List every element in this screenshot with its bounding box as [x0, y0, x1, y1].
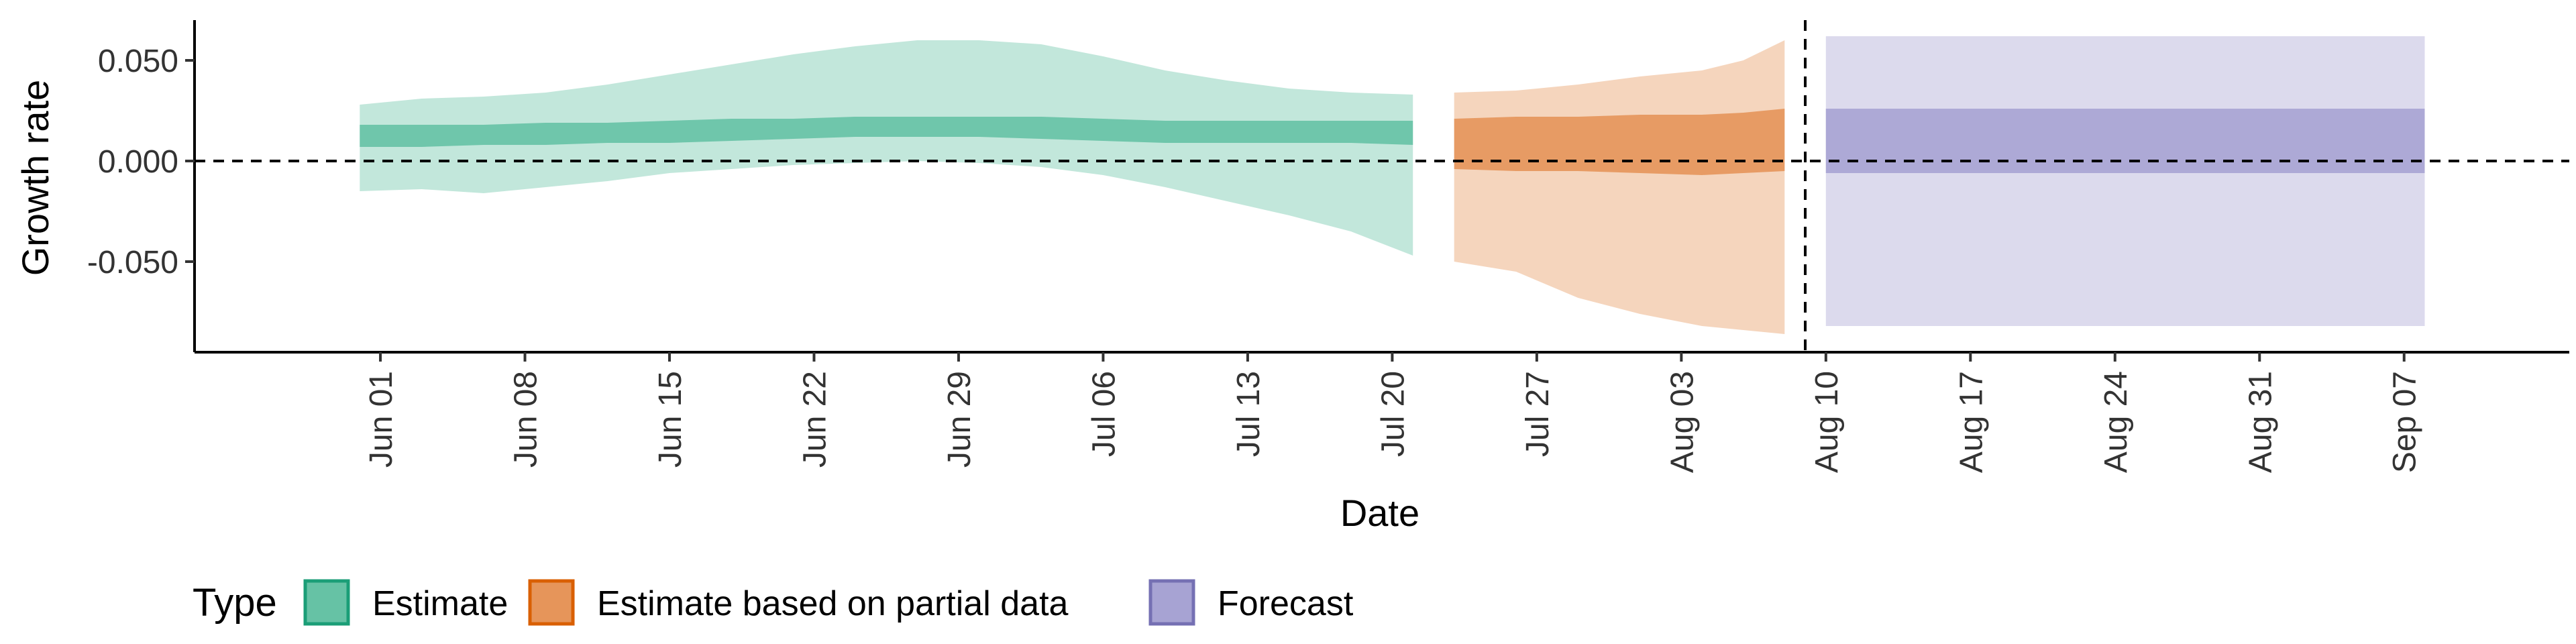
forecast-inner-band: [1825, 109, 2425, 173]
x-tick-label: Jul 06: [1086, 371, 1122, 457]
x-axis-ticks: Jun 01 Jun 08 Jun 15 Jun 22 Jun 29 Jul 06 Jul …: [364, 352, 2423, 473]
legend-title: Type: [193, 581, 277, 625]
ribbon-bands: [360, 36, 2425, 334]
x-tick-label: Aug 10: [1809, 371, 1845, 473]
x-tick-label: Jun 29: [942, 371, 977, 468]
y-tick-label: 0.000: [98, 144, 178, 180]
estimate-based-on-partial-data-inner-band: [1454, 109, 1785, 175]
legend-key-forecast: [1148, 579, 1195, 626]
axes: [193, 20, 2569, 354]
x-tick-label: Jun 15: [653, 371, 688, 468]
legend-label-estimate-based-on-partial-data: Estimate based on partial data: [597, 584, 1069, 623]
y-tick-label: 0.050: [98, 44, 178, 79]
estimate-inner-band: [360, 117, 1413, 147]
legend-key-estimate-based-on-partial-data: [528, 579, 575, 626]
x-tick-label: Aug 24: [2098, 371, 2134, 473]
forecast-outer-band: [1825, 36, 2425, 326]
y-tick-label: -0.050: [87, 245, 178, 280]
reference-lines: [195, 20, 2569, 352]
x-tick-label: Jun 08: [508, 371, 544, 468]
x-axis-title: Date: [1340, 492, 1419, 534]
x-tick-label: Sep 07: [2387, 371, 2423, 473]
x-tick-label: Jun 22: [798, 371, 833, 468]
legend-label-forecast: Forecast: [1218, 584, 1354, 623]
x-tick-label: Aug 31: [2243, 371, 2278, 473]
x-tick-label: Aug 03: [1664, 371, 1700, 473]
estimate-outer-band: [360, 40, 1413, 256]
y-axis-title: Growth rate: [14, 80, 56, 276]
y-axis-ticks: -0.050 0.000 0.050: [87, 44, 195, 280]
x-tick-label: Jul 20: [1375, 371, 1411, 457]
legend-key-estimate: [303, 579, 350, 626]
legend: Type Estimate Estimate based on partial d…: [193, 579, 1354, 626]
estimate-based-on-partial-data-outer-band: [1454, 40, 1785, 334]
x-tick-label: Jul 13: [1231, 371, 1267, 457]
x-tick-label: Jul 27: [1520, 371, 1556, 457]
legend-label-estimate: Estimate: [372, 584, 508, 623]
x-tick-label: Aug 17: [1953, 371, 1989, 473]
x-tick-label: Jun 01: [364, 371, 399, 468]
